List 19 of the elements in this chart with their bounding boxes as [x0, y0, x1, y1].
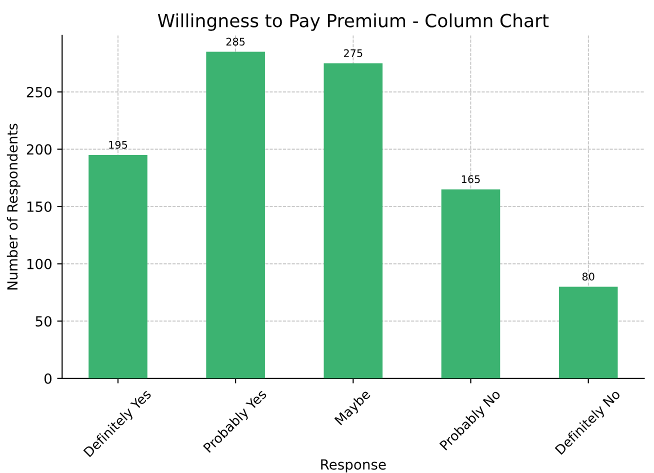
bar — [324, 63, 383, 378]
chart-title: Willingness to Pay Premium - Column Chart — [158, 13, 549, 31]
data-label: 195 — [109, 140, 128, 149]
data-label: 165 — [462, 175, 480, 184]
x-axis-title: Response — [321, 459, 386, 472]
bar — [558, 286, 618, 378]
bar — [88, 154, 148, 378]
data-label: 275 — [344, 49, 362, 58]
data-label: 285 — [226, 38, 245, 46]
bar — [206, 52, 265, 378]
y-tick-label: 0 — [44, 373, 52, 384]
bar — [441, 189, 500, 378]
y-tick-label: 200 — [26, 144, 52, 155]
y-tick-label: 250 — [26, 86, 52, 98]
y-axis-title: Number of Respondents — [6, 124, 20, 290]
y-tick-label: 150 — [27, 201, 52, 212]
y-tick-label: 100 — [27, 258, 52, 270]
data-label: 80 — [582, 272, 594, 281]
y-tick-label: 50 — [36, 316, 52, 327]
